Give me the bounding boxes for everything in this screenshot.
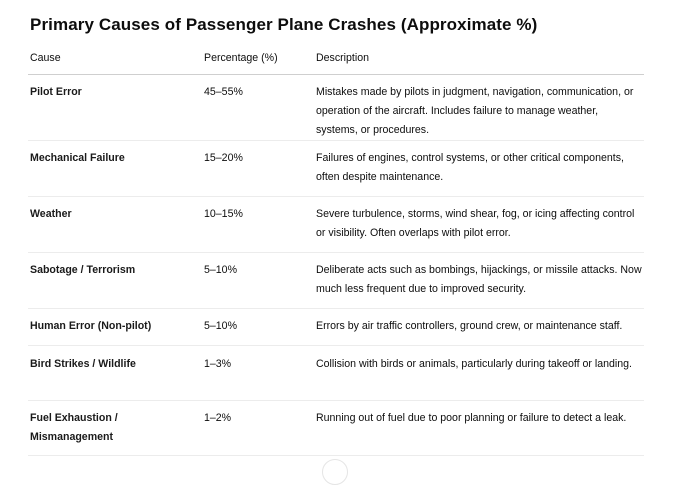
page-title: Primary Causes of Passenger Plane Crashe… — [30, 15, 538, 34]
header-percentage: Percentage (%) — [202, 44, 314, 75]
cell-cause: Human Error (Non-pilot) — [28, 308, 202, 346]
cell-percentage: 1–3% — [202, 345, 314, 401]
cell-cause: Pilot Error — [28, 74, 202, 141]
header-description: Description — [314, 44, 644, 75]
cell-cause: Mechanical Failure — [28, 140, 202, 197]
cell-description: Severe turbulence, storms, wind shear, f… — [314, 196, 644, 253]
cause-label: Fuel Exhaustion / Mismanagement — [30, 412, 118, 443]
cause-label: Bird Strikes / Wildlife — [30, 358, 136, 370]
table-row: Sabotage / Terrorism 5–10% Deliberate ac… — [28, 252, 644, 309]
cell-cause: Fuel Exhaustion / Mismanagement — [28, 400, 202, 456]
scroll-down-button[interactable] — [322, 459, 348, 485]
table-row: Mechanical Failure 15–20% Failures of en… — [28, 140, 644, 197]
table-row: Bird Strikes / Wildlife 1–3% Collision w… — [28, 345, 644, 401]
cell-percentage: 5–10% — [202, 308, 314, 346]
cell-percentage: 45–55% — [202, 74, 314, 141]
cell-description: Deliberate acts such as bombings, hijack… — [314, 252, 644, 309]
cell-description: Mistakes made by pilots in judgment, nav… — [314, 74, 644, 141]
cause-label: Pilot Error — [30, 86, 82, 98]
cause-label: Sabotage / Terrorism — [30, 264, 136, 276]
causes-table: Cause Percentage (%) Description Pilot E… — [28, 44, 644, 456]
cell-percentage: 10–15% — [202, 196, 314, 253]
cause-label: Human Error (Non-pilot) — [30, 320, 152, 332]
cause-label: Weather — [30, 208, 72, 220]
cell-description: Failures of engines, control systems, or… — [314, 140, 644, 197]
cell-cause: Sabotage / Terrorism — [28, 252, 202, 309]
table-row: Pilot Error 45–55% Mistakes made by pilo… — [28, 74, 644, 141]
cell-cause: Bird Strikes / Wildlife — [28, 345, 202, 401]
cause-label: Mechanical Failure — [30, 152, 125, 164]
cell-percentage: 1–2% — [202, 400, 314, 456]
cell-percentage: 15–20% — [202, 140, 314, 197]
cell-description: Errors by air traffic controllers, groun… — [314, 308, 644, 346]
table-header-row: Cause Percentage (%) Description — [28, 44, 644, 75]
table-row: Fuel Exhaustion / Mismanagement 1–2% Run… — [28, 400, 644, 456]
cell-description: Collision with birds or animals, particu… — [314, 345, 644, 401]
table-row: Human Error (Non-pilot) 5–10% Errors by … — [28, 308, 644, 346]
table-row: Weather 10–15% Severe turbulence, storms… — [28, 196, 644, 253]
cell-description: Running out of fuel due to poor planning… — [314, 400, 644, 456]
cell-percentage: 5–10% — [202, 252, 314, 309]
cell-cause: Weather — [28, 196, 202, 253]
header-cause: Cause — [28, 44, 202, 75]
